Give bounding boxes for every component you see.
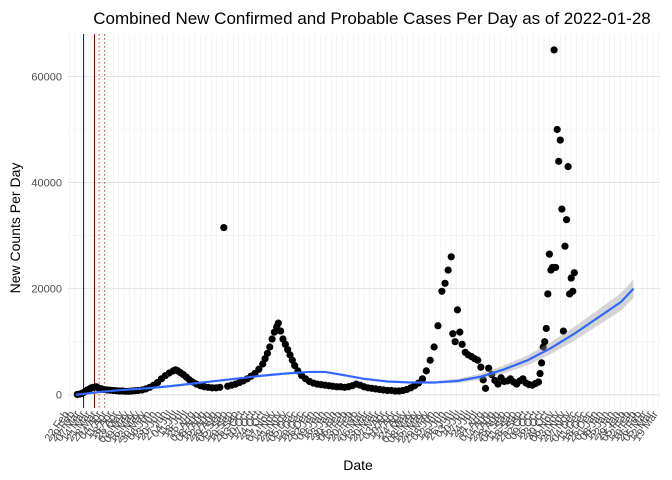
data-point <box>481 384 490 392</box>
data-point <box>562 216 571 224</box>
y-axis-title: New Counts Per Day <box>7 163 23 294</box>
chart-title: Combined New Confirmed and Probable Case… <box>93 9 651 28</box>
data-point <box>556 136 564 144</box>
trend-line <box>75 279 635 396</box>
grid <box>68 34 660 408</box>
data-point <box>418 375 427 383</box>
data-point <box>567 274 575 282</box>
data-point <box>542 324 550 333</box>
data-point <box>426 356 434 364</box>
data-point <box>422 367 430 375</box>
reference-lines <box>83 34 106 408</box>
data-point <box>477 363 485 371</box>
data-point <box>569 287 577 295</box>
data-point <box>220 224 228 232</box>
data-point <box>553 125 561 134</box>
data-point <box>544 290 552 298</box>
data-point <box>266 343 274 351</box>
data-point <box>438 287 446 295</box>
data-point <box>485 364 493 372</box>
data-point <box>538 359 546 367</box>
data-point <box>558 205 566 213</box>
data-point <box>541 338 549 346</box>
data-point <box>277 327 285 335</box>
data-point <box>561 242 569 250</box>
data-point <box>451 338 459 346</box>
data-point <box>447 253 455 261</box>
data-point <box>550 46 558 54</box>
y-tick-label: 60000 <box>31 71 62 83</box>
data-point <box>274 319 282 327</box>
data-point <box>564 163 572 171</box>
data-point <box>570 269 578 277</box>
data-point <box>441 279 449 287</box>
data-point <box>545 250 553 258</box>
data-point <box>494 380 502 388</box>
data-point <box>268 335 276 343</box>
data-point <box>536 369 544 378</box>
data-point <box>534 378 543 386</box>
x-axis-title: Date <box>343 457 373 473</box>
data-point <box>255 365 263 373</box>
data-point <box>456 328 464 336</box>
trend-curve <box>75 287 635 396</box>
data-points <box>73 46 578 399</box>
data-point <box>474 356 482 364</box>
data-point <box>216 383 224 391</box>
data-point <box>458 340 466 348</box>
data-point <box>453 306 462 314</box>
data-point <box>430 343 438 351</box>
data-point <box>434 322 442 330</box>
y-tick-label: 40000 <box>31 178 62 190</box>
data-point <box>263 349 272 357</box>
data-point <box>555 157 563 165</box>
data-point <box>444 266 452 274</box>
data-point <box>552 263 560 272</box>
y-axis-ticks: 0 20000 40000 60000 <box>31 71 62 401</box>
data-point <box>479 376 487 384</box>
data-point <box>291 361 299 370</box>
data-point <box>449 330 457 338</box>
y-tick-label: 20000 <box>31 284 62 296</box>
data-point <box>559 327 568 335</box>
y-tick-label: 0 <box>56 390 62 402</box>
